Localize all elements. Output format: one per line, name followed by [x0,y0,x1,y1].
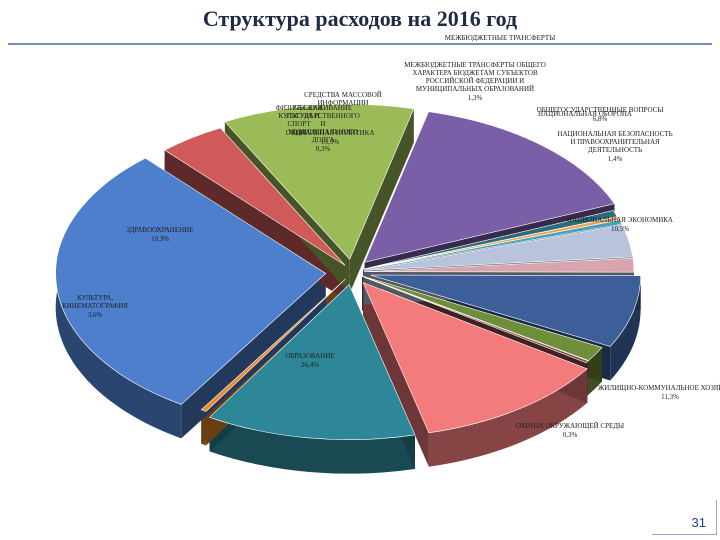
pie-slice-label: ОБРАЗОВАНИЕ 26,4% [285,352,334,369]
pie-slice [364,111,615,263]
pie-slice [362,281,588,434]
pie-slice [55,157,327,405]
pie-slice-label: ОБСЛУЖИВАНИЕ ГОСУДАРСТВЕННОГО И МУНИЦИПАЛЬН… [286,104,360,153]
pie-slice-label: НАЦИОНАЛЬНАЯ ЭКОНОМИКА 10,5% [567,216,673,233]
pie-slice [208,284,416,440]
pie-slice-value: 10,3% [151,235,169,243]
pie-slice-value: 0,3% [316,145,331,153]
pie-slice-value: 26,4% [301,361,319,369]
pie-slice [362,275,603,361]
title-underline [8,43,712,45]
pie-slice [370,274,641,347]
pie-slice-value: 11,3% [661,393,679,401]
pie-slice-label: НАЦИОНАЛЬНАЯ ОБОРОНА [538,110,632,118]
pie-slice-value: 10,5% [611,225,629,233]
pie-slice [363,224,634,271]
slide-title: Структура расходов на 2016 год [202,6,518,31]
pie-slice-label: КУЛЬТУРА, КИНЕМАТОГРАФИЯ 3,6% [62,294,128,319]
pie-slice-label: ЗДРАВООХРАНЕНИЕ 10,3% [127,226,194,243]
pie-labels: МЕЖБЮДЖЕТНЫЕ ТРАНСФЕРТЫ ОБЩЕГО ХАРАКТЕРА … [62,34,720,439]
pie-slice-label: МЕЖБЮДЖЕТНЫЕ ТРАНСФЕРТЫ [445,34,555,42]
pie-slice-label: ОБЩЕГОСУДАРСТВЕННЫЕ ВОПРОСЫ 6,8% [537,106,664,123]
pie-slice-value: 13,5% [321,138,339,146]
pie-slice [164,127,346,266]
pie-slice-label: ЖИЛИЩНО-КОММУНАЛЬНОЕ ХОЗЯЙСТВО11,3% [598,384,720,401]
pie-slice-label: ФИЗИЧЕСКАЯ КУЛЬТУРА И СПОРТ 0,6% [275,104,322,137]
slide-number: 31 [691,515,706,530]
pie-slice [361,276,589,364]
pie-slice [200,278,346,412]
pie-slice-label: СОЦИАЛЬНАЯ ПОЛИТИКА 13,5% [286,129,375,146]
page-corner-frame [652,500,717,535]
pie-slice-value: 0,3% [563,431,578,439]
pie-slice [224,103,415,260]
pie-slice-value: 1,3% [468,94,483,102]
pie-slice-label: СРЕДСТВА МАССОВОЙ ИНФОРМАЦИИ [304,91,382,107]
pie-slice-value: 3,6% [88,311,103,319]
pie-slice [363,257,635,273]
pie-slice [363,219,623,270]
pie-slice-side [428,368,588,467]
pie-slice-value: 0,6% [292,129,307,137]
pie-slice-label: ОХРАНА ОКРУЖАЮЩЕЙ СРЕДЫ 0,3% [516,422,624,439]
pie-slice-label: НАЦИОНАЛЬНАЯ БЕЗОПАСНОСТЬ И ПРАВООХРАНИТЕ… [557,130,672,163]
pie-slice-side [610,275,641,381]
pie-slice-value: 1,4% [608,155,623,163]
pie-slice-label: МЕЖБЮДЖЕТНЫЕ ТРАНСФЕРТЫ ОБЩЕГО ХАРАКТЕРА … [404,61,546,102]
pie-slice-cut-face [349,108,414,294]
pie-slices [55,103,641,440]
pie-slice-value: 6,8% [593,115,608,123]
pie-slice-cut-face [363,282,429,467]
